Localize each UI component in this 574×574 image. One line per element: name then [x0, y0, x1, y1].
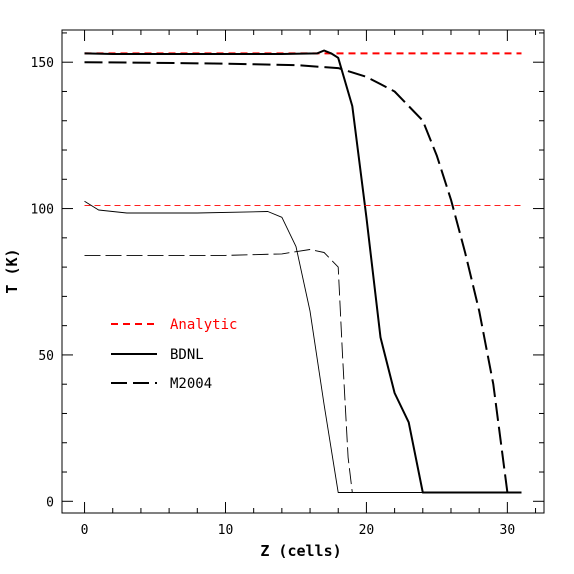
x-tick-label: 10 [218, 523, 234, 538]
legend-label-bdnl: BDNL [170, 347, 204, 363]
legend-label-analytic: Analytic [170, 317, 237, 333]
y-tick-label: 100 [31, 203, 54, 218]
y-tick-label: 150 [31, 56, 54, 71]
tick-labels: 0 10 20 30 0 50 100 150 [31, 56, 516, 538]
y-axis-label: T (K) [3, 248, 21, 293]
legend: Analytic BDNL M2004 [111, 317, 237, 392]
series-line-bdnl-lower [84, 200, 522, 493]
y-tick-label: 50 [38, 349, 54, 364]
x-tick-label: 20 [359, 523, 375, 538]
series-layer [84, 49, 522, 494]
x-axis-label: Z (cells) [260, 542, 341, 560]
series-line-bdnl-upper [84, 49, 522, 494]
legend-label-m2004: M2004 [170, 376, 212, 392]
axis-ticks [62, 30, 544, 513]
x-tick-label: 0 [81, 523, 89, 538]
x-tick-label: 30 [500, 523, 516, 538]
y-tick-label: 0 [46, 495, 54, 510]
plot-frame [61, 29, 545, 514]
series-line-m2004-upper [84, 61, 522, 494]
series-line-m2004-lower [84, 249, 522, 493]
